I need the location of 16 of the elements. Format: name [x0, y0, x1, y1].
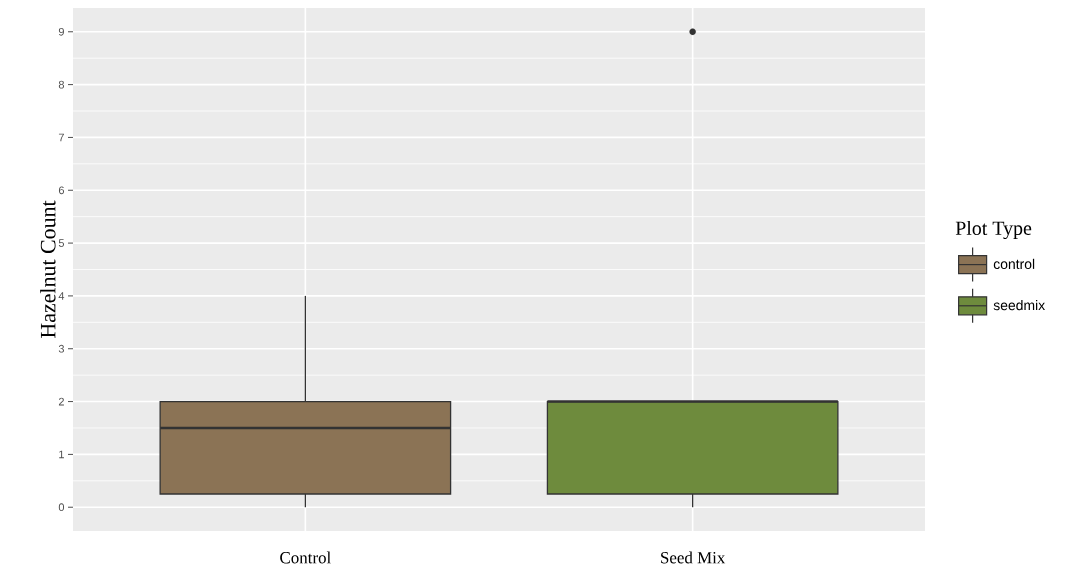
y-tick-label: 1 — [59, 450, 64, 459]
y-tick-label: 3 — [58, 344, 64, 353]
y-tick-label: 2 — [58, 397, 64, 406]
y-tick-label: 4 — [58, 292, 65, 300]
y-axis-title: Hazelnut Count — [40, 200, 56, 338]
x-tick-label: Seed Mix — [661, 551, 726, 564]
y-tick-label: 0 — [58, 503, 65, 512]
y-tick-label: 9 — [58, 27, 64, 36]
x-tick-label: Control — [280, 551, 331, 564]
y-tick-label: 5 — [58, 239, 65, 247]
y-tick-label: 7 — [58, 133, 64, 142]
y-tick-label: 6 — [58, 186, 64, 195]
y-tick-label: 8 — [58, 80, 64, 89]
legend-label: control — [993, 258, 1035, 270]
legend-label: seedmix — [993, 299, 1045, 311]
legend-title: Plot Type — [955, 220, 1032, 240]
